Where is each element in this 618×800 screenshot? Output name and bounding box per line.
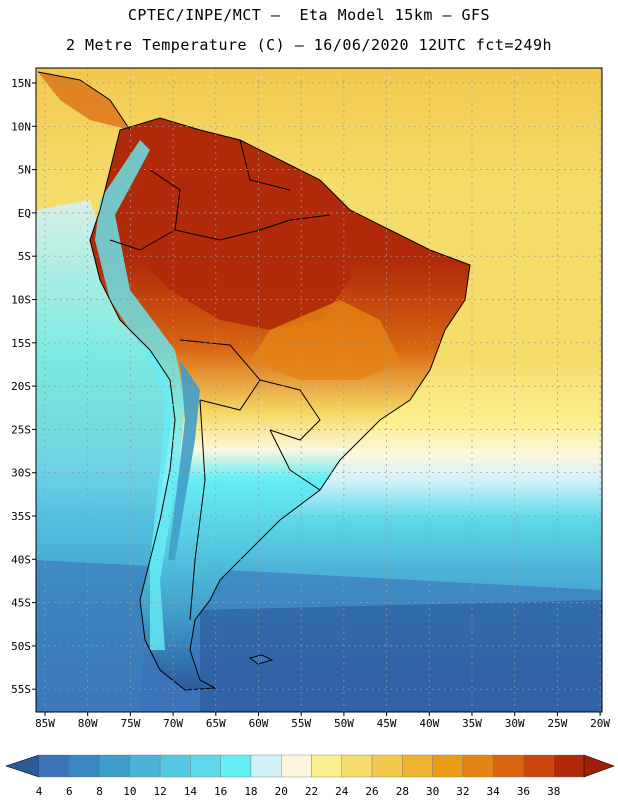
colorbar-tick-label: 6 bbox=[66, 785, 73, 798]
lat-label: 10N bbox=[11, 120, 31, 133]
title-line-1: CPTEC/INPE/MCT – Eta Model 15km – GFS bbox=[127, 6, 491, 24]
colorbar-tick-label: 28 bbox=[396, 785, 409, 798]
lat-label: 50S bbox=[11, 640, 31, 653]
colorbar-segment bbox=[462, 754, 494, 778]
colorbar-tick-label: 8 bbox=[96, 785, 103, 798]
colorbar-segment bbox=[220, 754, 252, 778]
lat-label: 30S bbox=[11, 467, 31, 480]
map-frame bbox=[35, 67, 603, 713]
colorbar-segment bbox=[311, 754, 342, 778]
lon-label: 45W bbox=[377, 717, 397, 730]
lat-label: 10S bbox=[11, 294, 31, 307]
colorbar-segment bbox=[341, 754, 373, 778]
colorbar-tick-label: 4 bbox=[36, 785, 43, 798]
colorbar-segment bbox=[492, 754, 524, 778]
colorbar-segment bbox=[38, 754, 70, 778]
colorbar-segment bbox=[553, 754, 585, 778]
colorbar-tick-label: 38 bbox=[547, 785, 560, 798]
lon-label: 70W bbox=[163, 717, 183, 730]
colorbar-segment bbox=[159, 754, 191, 778]
colorbar-tick-label: 36 bbox=[517, 785, 530, 798]
lon-label: 30W bbox=[505, 717, 525, 730]
lat-label: 20S bbox=[11, 380, 31, 393]
lat-label: 40S bbox=[11, 553, 31, 566]
colorbar-tick-label: 10 bbox=[123, 785, 136, 798]
colorbar-segment bbox=[432, 754, 464, 778]
colorbar-segment bbox=[190, 754, 221, 778]
lat-label: 5S bbox=[18, 250, 31, 263]
lat-label: 45S bbox=[11, 597, 31, 610]
lon-label: 35W bbox=[462, 717, 482, 730]
lat-label: 15N bbox=[11, 77, 31, 90]
colorbar-segment bbox=[250, 754, 282, 778]
lon-label: 65W bbox=[206, 717, 226, 730]
lon-label: 85W bbox=[35, 717, 55, 730]
colorbar-tick-label: 18 bbox=[244, 785, 257, 798]
colorbar-tick-label: 34 bbox=[487, 785, 501, 798]
colorbar-tick-label: 22 bbox=[305, 785, 318, 798]
lon-label: 75W bbox=[120, 717, 140, 730]
lat-label: 5N bbox=[18, 164, 31, 177]
lon-label: 60W bbox=[249, 717, 269, 730]
colorbar-segment bbox=[129, 754, 161, 778]
colorbar-tick-label: 32 bbox=[456, 785, 469, 798]
colorbar-segment bbox=[69, 754, 100, 778]
colorbar-tick-label: 26 bbox=[365, 785, 378, 798]
colorbar-tick-label: 24 bbox=[335, 785, 349, 798]
lat-label: 25S bbox=[11, 423, 31, 436]
colorbar-tick-label: 16 bbox=[214, 785, 227, 798]
colorbar-segment bbox=[371, 754, 403, 778]
lat-label: 15S bbox=[11, 337, 31, 350]
colorbar-high-arrow bbox=[583, 754, 615, 778]
lat-label: EQ bbox=[18, 207, 31, 220]
lat-label: 55S bbox=[11, 683, 31, 696]
colorbar-low-arrow bbox=[5, 754, 40, 778]
colorbar-segment bbox=[402, 754, 433, 778]
colorbar-tick-label: 14 bbox=[184, 785, 198, 798]
colorbar: 4 6 8 10 12 14 16 18 20 22 24 26 28 30 32 34 36 38 bbox=[5, 754, 615, 798]
title-line-2: 2 Metre Temperature (C) – 16/06/2020 12U… bbox=[65, 36, 553, 54]
colorbar-tick-label: 30 bbox=[426, 785, 439, 798]
colorbar-segment bbox=[281, 754, 312, 778]
lon-label: 25W bbox=[547, 717, 567, 730]
lon-label: 40W bbox=[419, 717, 439, 730]
colorbar-segment bbox=[523, 754, 554, 778]
lon-label: 50W bbox=[334, 717, 354, 730]
lon-label: 55W bbox=[291, 717, 311, 730]
lat-label: 35S bbox=[11, 510, 31, 523]
colorbar-segment bbox=[99, 754, 131, 778]
colorbar-tick-label: 12 bbox=[153, 785, 166, 798]
colorbar-tick-label: 20 bbox=[275, 785, 288, 798]
lon-label: 80W bbox=[78, 717, 98, 730]
lon-label: 20W bbox=[590, 717, 610, 730]
